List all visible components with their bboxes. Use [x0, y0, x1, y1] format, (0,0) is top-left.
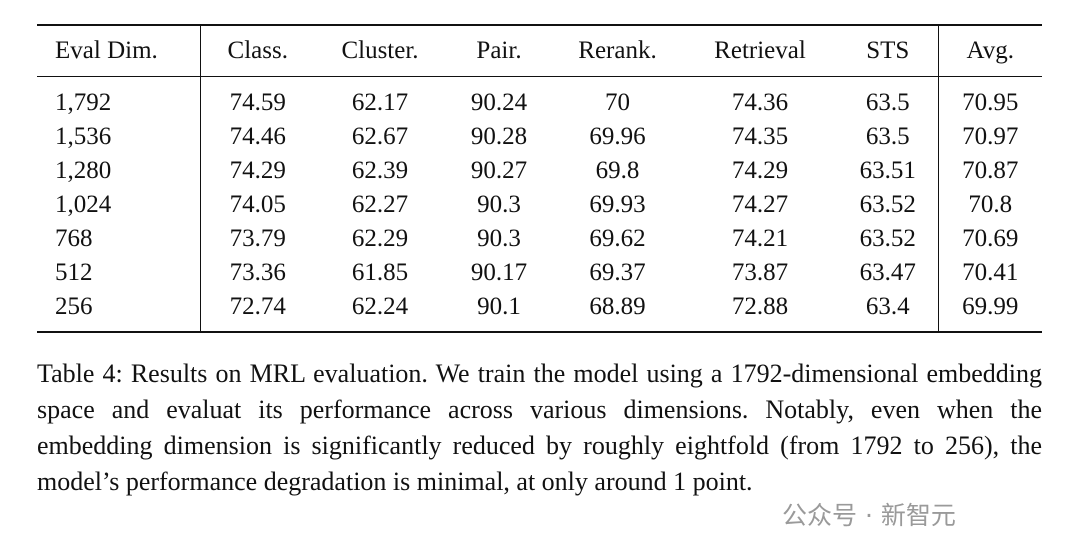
column-header: Avg. [937, 25, 1042, 77]
table-cell: 62.67 [351, 123, 409, 150]
table-cell: 72.88 [731, 293, 789, 320]
table-cell: 90.3 [477, 191, 521, 218]
table-cell: 512 [37, 256, 201, 290]
table-cell: 63.4 [865, 293, 910, 320]
table-cell: 256 [37, 290, 201, 332]
table-cell: 63.52 [859, 225, 916, 252]
column-header: Rerank. [578, 37, 657, 64]
table-cell: 69.37 [589, 259, 646, 286]
table-row: 256 72.74 62.24 90.1 68.89 72.88 63.4 69.99 [37, 290, 1042, 332]
table-cell: 70.8 [937, 188, 1042, 222]
table-row: 1,024 74.05 62.27 90.3 69.93 74.27 63.52 70.8 [37, 188, 1042, 222]
header-row: Eval Dim. Class. Cluster. Pair. Rerank. Retri… [37, 25, 1042, 77]
table-cell: 62.27 [351, 191, 409, 218]
table-cell: 70.69 [937, 222, 1042, 256]
column-header: Eval Dim. [37, 25, 201, 77]
table-cell: 70.97 [937, 120, 1042, 154]
table-cell: 74.29 [229, 157, 286, 184]
table-cell: 70.87 [937, 154, 1042, 188]
column-header: Cluster. [341, 37, 419, 64]
table-cell: 63.52 [859, 191, 916, 218]
table-cell: 73.36 [229, 259, 286, 286]
table-cell: 61.85 [351, 259, 409, 286]
table-cell: 63.5 [865, 123, 910, 150]
table-cell: 69.8 [595, 157, 640, 184]
table-cell: 63.5 [865, 89, 910, 116]
results-table: Eval Dim. Class. Cluster. Pair. Rerank. Retri… [37, 24, 1042, 333]
table-cell: 74.36 [731, 89, 789, 116]
table-cell: 1,024 [37, 188, 201, 222]
table-header: Eval Dim. Class. Cluster. Pair. Rerank. Retri… [37, 25, 1042, 77]
table-cell: 70.95 [937, 76, 1042, 120]
table-cell: 63.51 [859, 157, 916, 184]
table-cell: 62.29 [351, 225, 409, 252]
table-cell: 90.3 [477, 225, 521, 252]
table-cell: 90.24 [470, 89, 528, 116]
table-cell: 70.41 [937, 256, 1042, 290]
table-row: 768 73.79 62.29 90.3 69.62 74.21 63.52 70.69 [37, 222, 1042, 256]
table-cell: 74.05 [229, 191, 286, 218]
table-cell: 72.74 [229, 293, 286, 320]
table-row: 1,280 74.29 62.39 90.27 69.8 74.29 63.51 70.87 [37, 154, 1042, 188]
table-cell: 68.89 [589, 293, 646, 320]
table-cell: 74.29 [731, 157, 789, 184]
table-cell: 74.46 [229, 123, 286, 150]
table-cell: 1,280 [37, 154, 201, 188]
column-header: Retrieval [714, 37, 806, 64]
table-cell: 90.1 [477, 293, 521, 320]
table-cell: 69.62 [589, 225, 646, 252]
table-cell: 90.28 [470, 123, 528, 150]
table-row: 1,536 74.46 62.67 90.28 69.96 74.35 63.5 70.97 [37, 120, 1042, 154]
watermark: 公众号 · 新智元 [782, 501, 956, 530]
table-cell: 62.17 [351, 89, 409, 116]
column-header: Class. [227, 37, 288, 64]
table-cell: 69.99 [937, 290, 1042, 332]
table-cell: 73.87 [731, 259, 789, 286]
column-header: STS [866, 37, 910, 64]
table-cell: 90.17 [470, 259, 528, 286]
table-row: 1,792 74.59 62.17 90.24 70 74.36 63.5 70.95 [37, 76, 1042, 120]
table-cell: 74.59 [229, 89, 286, 116]
table-cell: 62.39 [351, 157, 409, 184]
table-body: 1,792 74.59 62.17 90.24 70 74.36 63.5 70.95 1,53… [37, 76, 1042, 332]
table-cell: 1,536 [37, 120, 201, 154]
table-cell: 63.47 [859, 259, 916, 286]
table-cell: 69.96 [589, 123, 646, 150]
table-cell: 74.27 [731, 191, 789, 218]
caption: Table 4: Results on MRL evaluation. We t… [37, 359, 1042, 496]
table-cell: 74.35 [731, 123, 789, 150]
table-cell: 768 [37, 222, 201, 256]
table-cell: 74.21 [731, 225, 789, 252]
column-header: Pair. [476, 37, 522, 64]
table-cell: 69.93 [589, 191, 646, 218]
table-cell: 62.24 [351, 293, 409, 320]
table-cell: 73.79 [229, 225, 286, 252]
table-cell: 1,792 [37, 76, 201, 120]
table-cell: 90.27 [470, 157, 528, 184]
table-cell: 70 [605, 89, 630, 116]
table-row: 512 73.36 61.85 90.17 69.37 73.87 63.47 70.41 [37, 256, 1042, 290]
